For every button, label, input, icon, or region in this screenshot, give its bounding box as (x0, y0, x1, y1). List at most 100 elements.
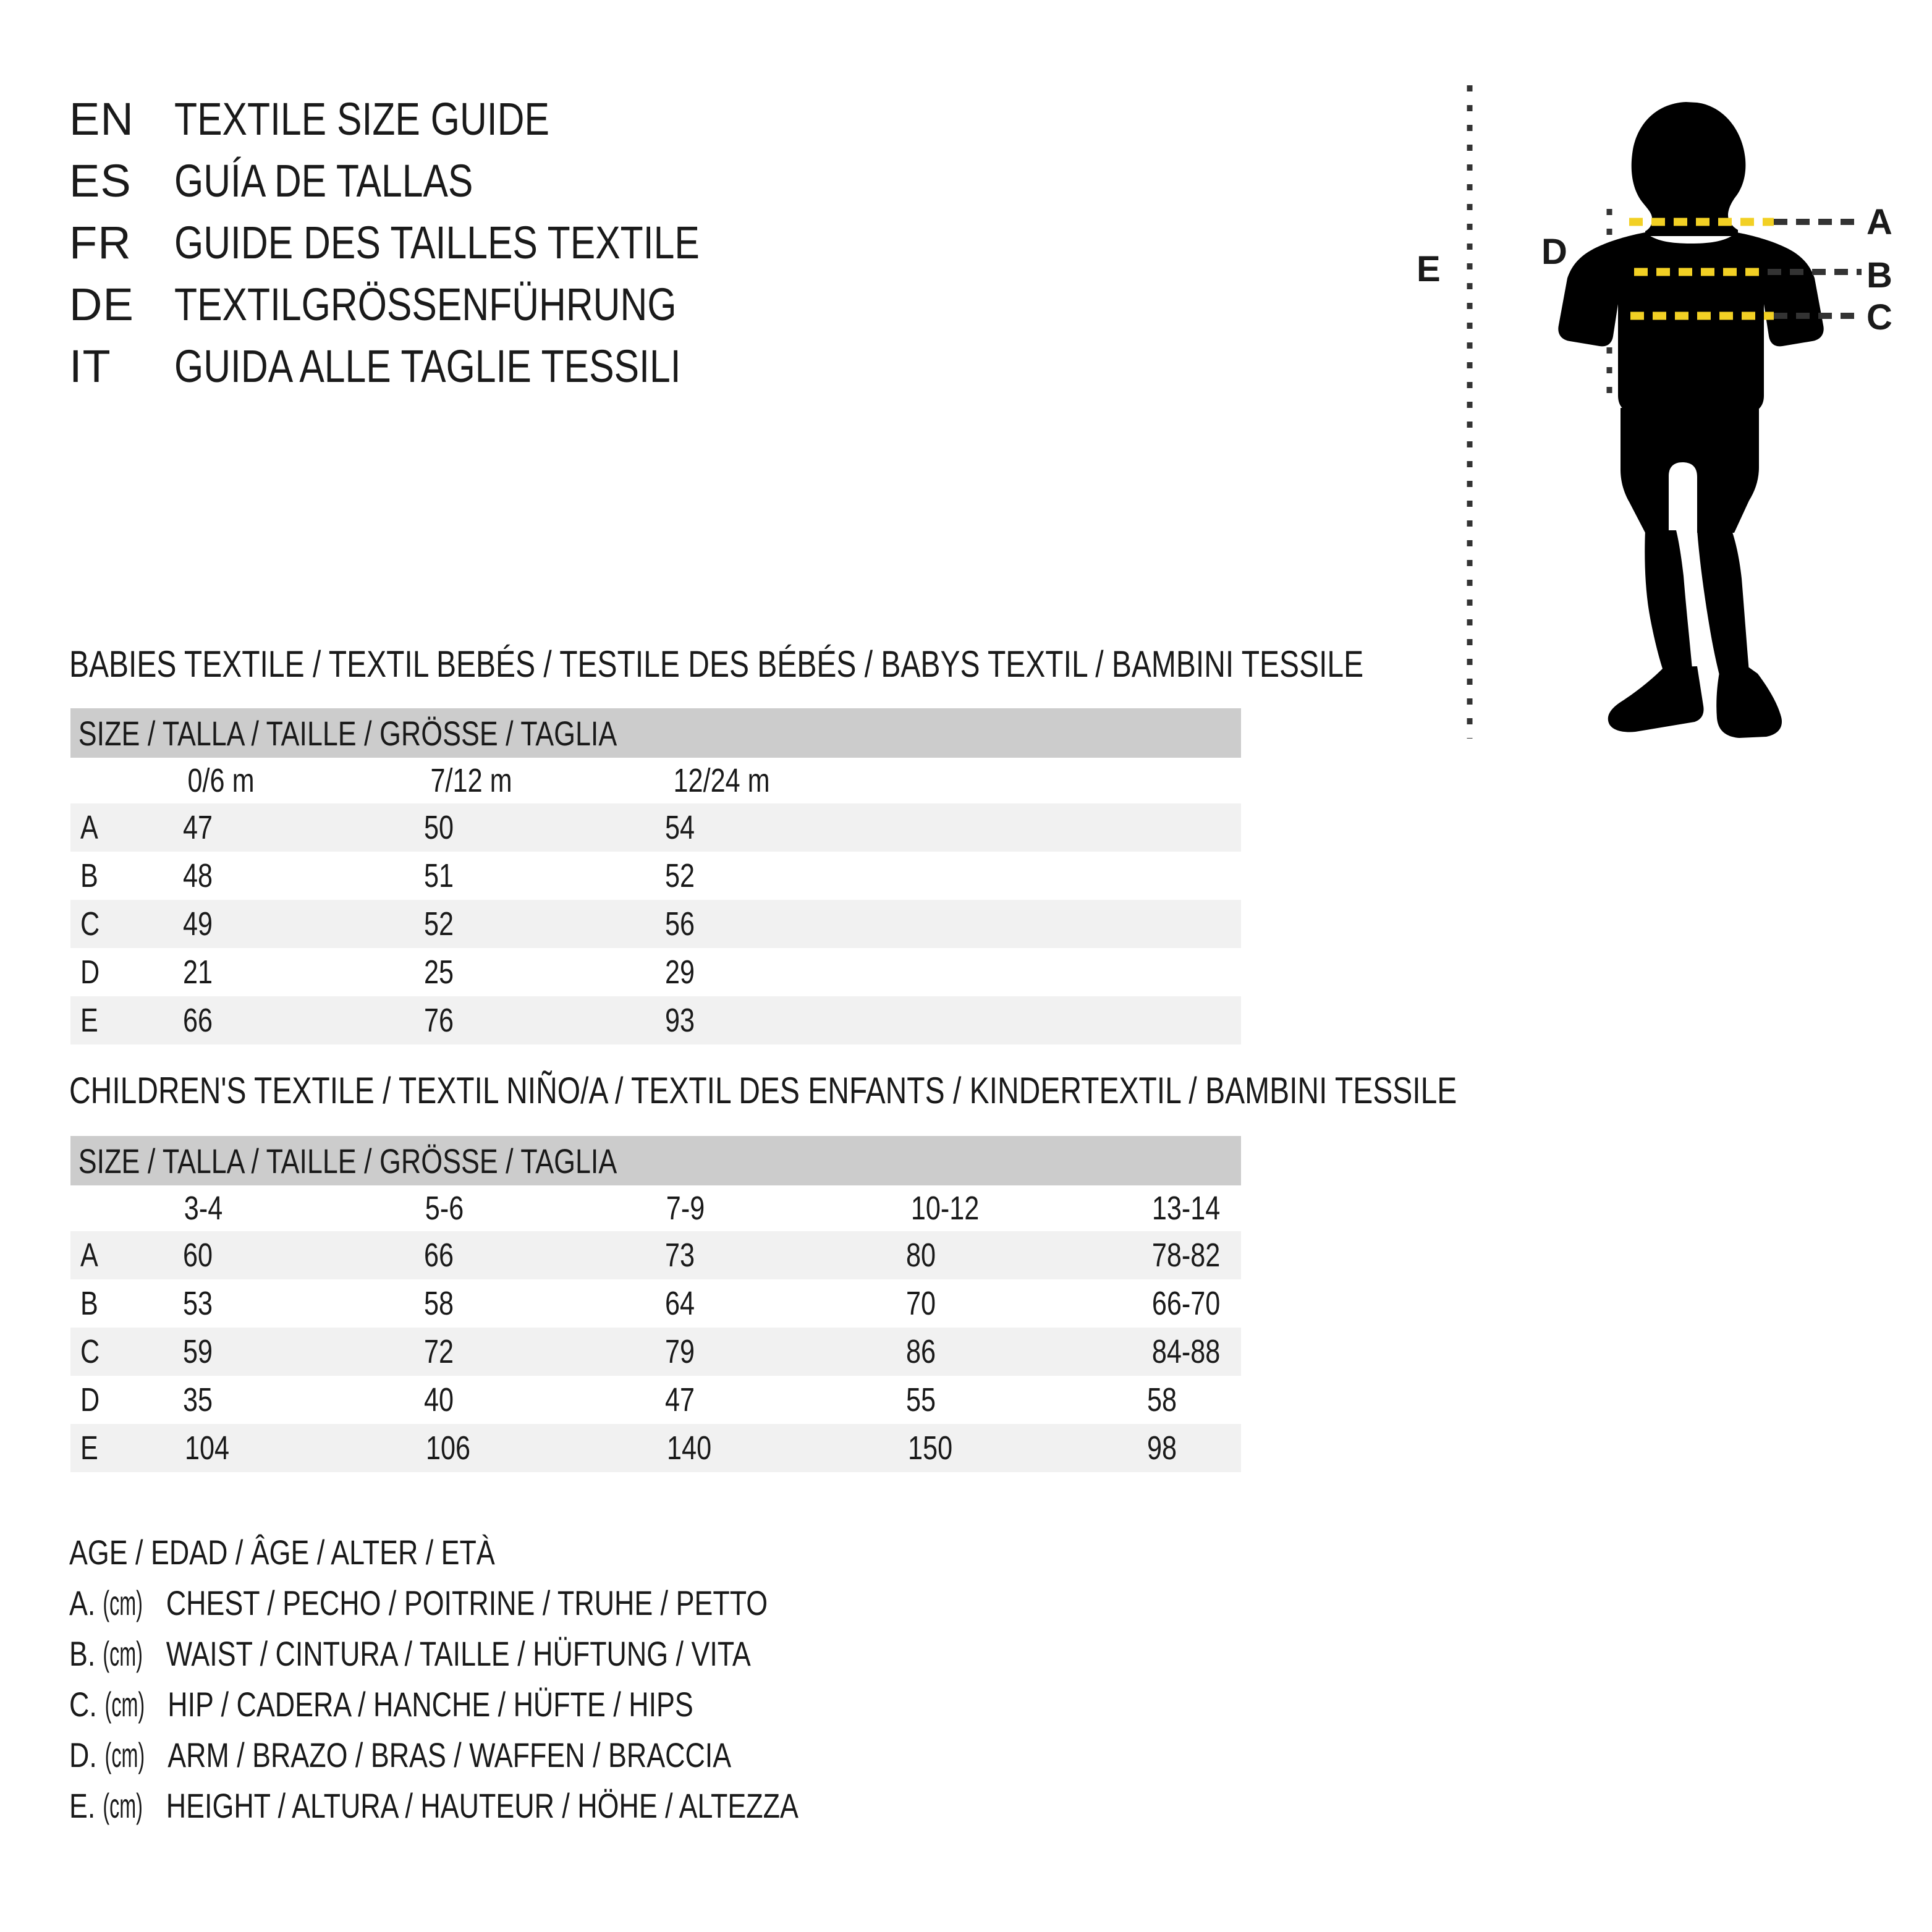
children-size-table: SIZE / TALLA / TAILLE / GRÖSSE / TAGLIA … (70, 1136, 1241, 1472)
legend-text: WAIST / CINTURA / TAILLE / HÜFTUNG / VIT… (166, 1633, 751, 1673)
language-title: TEXTILE SIZE GUIDE (174, 93, 549, 145)
language-row: DE TEXTILGRÖSSENFÜHRUNG (69, 278, 815, 340)
column-header: 7/12 m (430, 762, 512, 799)
table-cell: 58 (424, 1285, 454, 1322)
language-row: EN TEXTILE SIZE GUIDE (69, 93, 815, 155)
legend-unit: (cm) (103, 1583, 143, 1622)
table-row: C 59 72 79 86 84-88 (70, 1328, 1241, 1376)
language-row: IT GUIDA ALLE TAGLIE TESSILI (69, 340, 815, 402)
language-code: FR (69, 217, 132, 268)
table-cell: 51 (424, 857, 454, 894)
table-cell: 84-88 (1151, 1333, 1221, 1370)
table-row: C 49 52 56 (70, 900, 1241, 948)
table-cell: 66 (183, 1002, 213, 1039)
measurement-figure-diagram: E D A B C (1378, 74, 1922, 773)
legend-age-line: AGE / EDAD / ÂGE / ALTER / ETÀ (69, 1532, 495, 1572)
legend-key: B. (69, 1633, 96, 1673)
row-letter: E (80, 1430, 98, 1467)
row-letter: B (80, 857, 98, 894)
table-cell: 66 (424, 1237, 454, 1274)
table-cell: 64 (665, 1285, 695, 1322)
legend-key: A. (69, 1583, 96, 1622)
table-cell: 86 (906, 1333, 936, 1370)
babies-section-title: BABIES TEXTILE / TEXTIL BEBÉS / TESTILE … (69, 643, 1364, 685)
language-row: FR GUIDE DES TAILLES TEXTILE (69, 216, 815, 278)
table-cell: 76 (424, 1002, 454, 1039)
legend-key: D. (69, 1735, 97, 1774)
table-cell: 106 (426, 1430, 471, 1467)
children-size-header-label: SIZE / TALLA / TAILLE / GRÖSSE / TAGLIA (78, 1141, 617, 1180)
table-cell: 50 (424, 809, 454, 846)
row-letter: D (80, 954, 100, 991)
table-cell: 73 (665, 1237, 695, 1274)
language-code: EN (69, 93, 134, 145)
table-cell: 29 (665, 954, 695, 991)
table-cell: 25 (424, 954, 454, 991)
row-letter: E (80, 1002, 98, 1039)
measurement-legend: AGE / EDAD / ÂGE / ALTER / ETÀ A. (cm) C… (69, 1527, 981, 1831)
language-code: IT (69, 341, 111, 392)
babies-size-table: SIZE / TALLA / TAILLE / GRÖSSE / TAGLIA … (70, 708, 1241, 1044)
table-row: B 48 51 52 (70, 852, 1241, 900)
table-cell: 72 (424, 1333, 454, 1370)
children-column-header-row: 3-4 5-6 7-9 10-12 13-14 (70, 1185, 1241, 1231)
language-title: TEXTILGRÖSSENFÜHRUNG (174, 279, 677, 330)
table-cell: 93 (665, 1002, 695, 1039)
table-cell: 54 (665, 809, 695, 846)
figure-label-c: C (1866, 297, 1892, 337)
table-cell: 150 (908, 1430, 953, 1467)
figure-label-b: B (1866, 255, 1892, 295)
legend-item-a: A. (cm) CHEST / PECHO / POITRINE / TRUHE… (69, 1577, 981, 1628)
legend-text: CHEST / PECHO / POITRINE / TRUHE / PETTO (166, 1583, 768, 1622)
legend-item-c: C. (cm) HIP / CADERA / HANCHE / HÜFTE / … (69, 1679, 981, 1729)
table-row: D 35 40 47 55 58 (70, 1376, 1241, 1424)
table-cell: 98 (1147, 1430, 1177, 1467)
language-title: GUIDA ALLE TAGLIE TESSILI (174, 341, 681, 392)
legend-text: HIP / CADERA / HANCHE / HÜFTE / HIPS (167, 1684, 693, 1724)
table-row: B 53 58 64 70 66-70 (70, 1279, 1241, 1328)
table-cell: 79 (665, 1333, 695, 1370)
table-cell: 56 (665, 905, 695, 943)
table-row: D 21 25 29 (70, 948, 1241, 996)
legend-text: ARM / BRAZO / BRAS / WAFFEN / BRACCIA (167, 1735, 732, 1774)
row-letter: C (80, 1333, 100, 1370)
table-row: E 66 76 93 (70, 996, 1241, 1044)
table-cell: 78-82 (1151, 1237, 1221, 1274)
child-silhouette-icon (1558, 102, 1824, 738)
children-table-header-band: SIZE / TALLA / TAILLE / GRÖSSE / TAGLIA (70, 1136, 1241, 1185)
legend-unit: (cm) (104, 1684, 145, 1724)
column-header: 7-9 (666, 1190, 705, 1227)
legend-text: HEIGHT / ALTURA / HAUTEUR / HÖHE / ALTEZ… (166, 1786, 799, 1825)
table-cell: 52 (424, 905, 454, 943)
legend-item-b: B. (cm) WAIST / CINTURA / TAILLE / HÜFTU… (69, 1628, 981, 1679)
table-cell: 58 (1147, 1381, 1177, 1418)
column-header: 12/24 m (673, 762, 770, 799)
row-letter: B (80, 1285, 98, 1322)
legend-unit: (cm) (104, 1735, 145, 1774)
legend-item-d: D. (cm) ARM / BRAZO / BRAS / WAFFEN / BR… (69, 1729, 981, 1780)
figure-label-e: E (1417, 249, 1441, 289)
language-title: GUÍA DE TALLAS (174, 155, 473, 206)
legend-key: E. (69, 1786, 96, 1825)
babies-column-header-row: 0/6 m 7/12 m 12/24 m (70, 758, 1241, 803)
table-cell: 140 (667, 1430, 712, 1467)
table-cell: 48 (183, 857, 213, 894)
babies-size-header-label: SIZE / TALLA / TAILLE / GRÖSSE / TAGLIA (78, 713, 617, 753)
figure-label-d: D (1541, 232, 1567, 272)
table-row: A 60 66 73 80 78-82 (70, 1231, 1241, 1279)
table-cell: 104 (185, 1430, 230, 1467)
language-code: DE (69, 279, 134, 330)
table-cell: 35 (183, 1381, 213, 1418)
column-header: 0/6 m (187, 762, 255, 799)
table-cell: 60 (183, 1237, 213, 1274)
table-cell: 53 (183, 1285, 213, 1322)
table-cell: 70 (906, 1285, 936, 1322)
language-header-block: EN TEXTILE SIZE GUIDE ES GUÍA DE TALLAS … (69, 93, 815, 402)
table-row: E 104 106 140 150 98 (70, 1424, 1241, 1472)
table-cell: 55 (906, 1381, 936, 1418)
table-cell: 40 (424, 1381, 454, 1418)
table-cell: 80 (906, 1237, 936, 1274)
legend-unit: (cm) (103, 1633, 143, 1673)
column-header: 5-6 (425, 1190, 464, 1227)
legend-item-e: E. (cm) HEIGHT / ALTURA / HAUTEUR / HÖHE… (69, 1780, 981, 1831)
